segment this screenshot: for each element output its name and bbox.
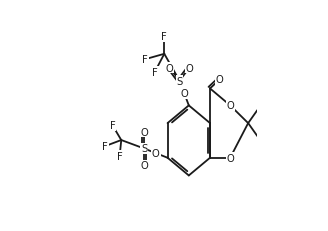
Text: S: S (141, 144, 147, 154)
Text: O: O (226, 153, 234, 163)
Text: F: F (161, 32, 167, 42)
Text: O: O (152, 149, 160, 158)
Text: F: F (142, 55, 148, 65)
Text: O: O (166, 63, 174, 73)
Text: O: O (226, 101, 234, 111)
Text: O: O (180, 89, 188, 99)
Text: O: O (140, 127, 148, 137)
Text: O: O (216, 75, 224, 85)
Text: F: F (110, 121, 115, 131)
Text: O: O (140, 161, 148, 171)
Text: F: F (117, 152, 122, 161)
Text: F: F (152, 67, 158, 77)
Text: O: O (185, 63, 193, 73)
Text: F: F (102, 142, 108, 152)
Text: S: S (176, 76, 183, 86)
